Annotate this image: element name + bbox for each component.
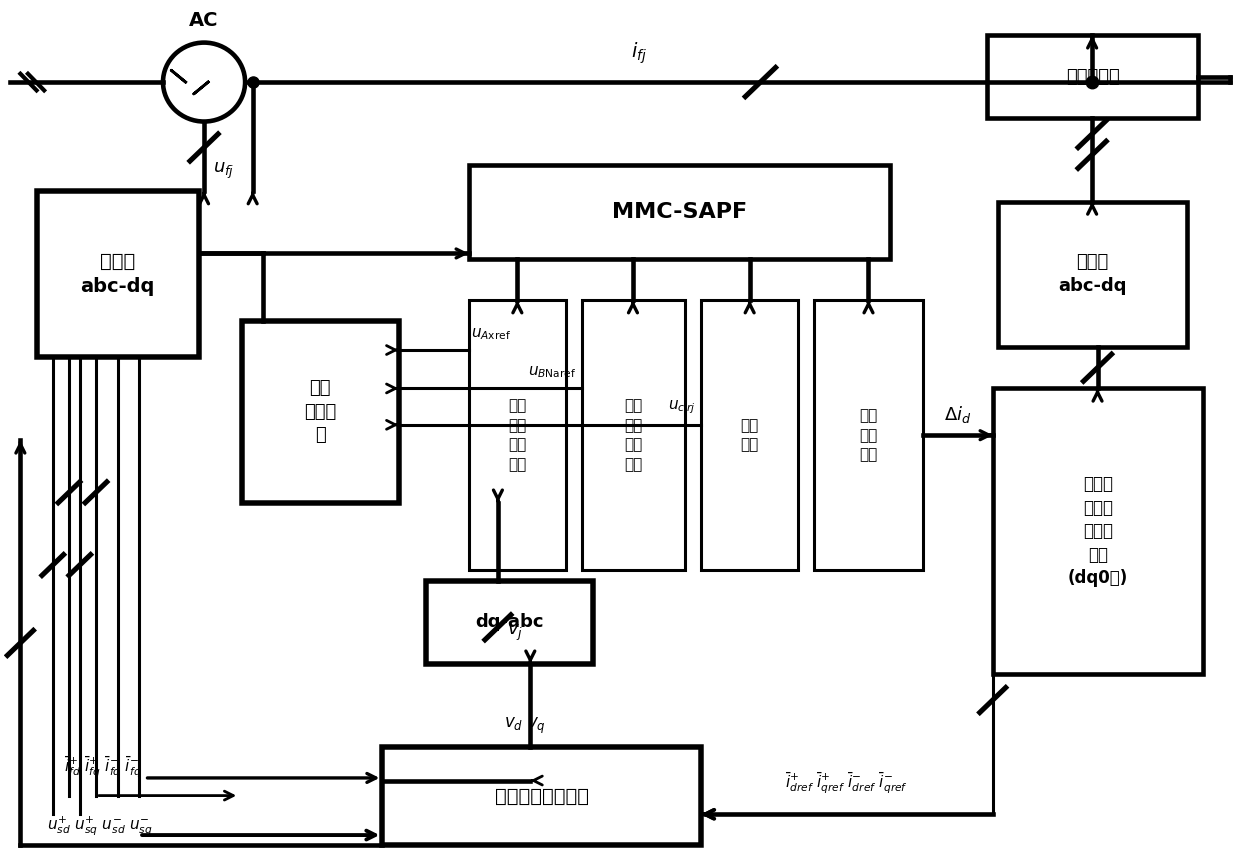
Text: $i_{fj}$: $i_{fj}$ xyxy=(631,41,647,66)
Bar xyxy=(701,300,799,570)
Text: $\bar{i}_{fd}^{+}\ \bar{i}_{fq}^{+}\ \bar{i}_{fd}^{-}\ \bar{i}_{fq}^{-}$: $\bar{i}_{fd}^{+}\ \bar{i}_{fq}^{+}\ \ba… xyxy=(63,755,141,780)
Text: 正负序
abc-dq: 正负序 abc-dq xyxy=(81,252,155,296)
Bar xyxy=(998,201,1187,347)
Text: 载波
移相调
制: 载波 移相调 制 xyxy=(304,379,336,445)
Text: 电压
外环
控制: 电压 外环 控制 xyxy=(859,408,878,463)
Bar xyxy=(987,35,1198,119)
Text: $\bar{i}_{dref}^{+}\ \bar{i}_{qref}^{+}\ \bar{i}_{dref}^{-}\ \bar{i}_{qref}^{-}$: $\bar{i}_{dref}^{+}\ \bar{i}_{qref}^{+}\… xyxy=(785,770,909,796)
Bar xyxy=(469,300,565,570)
Bar xyxy=(583,300,684,570)
Text: $u_{sd}^{+}\ u_{sq}^{+}\ u_{sd}^{-}\ u_{sq}^{-}$: $u_{sd}^{+}\ u_{sq}^{+}\ u_{sd}^{-}\ u_{… xyxy=(47,814,154,838)
Bar xyxy=(382,746,701,845)
Bar xyxy=(469,165,890,259)
Bar xyxy=(993,389,1204,674)
Text: 正负序无源控制器: 正负序无源控制器 xyxy=(495,787,589,806)
Text: $v_d\ v_q$: $v_d\ v_q$ xyxy=(503,716,546,736)
Bar xyxy=(425,580,593,664)
Text: $u_{A\rm{xref}}$: $u_{A\rm{xref}}$ xyxy=(471,326,511,341)
Text: $v_j$: $v_j$ xyxy=(507,623,523,642)
Text: $\Delta i_d$: $\Delta i_d$ xyxy=(944,404,971,425)
Text: $u_{cirj}$: $u_{cirj}$ xyxy=(668,399,696,416)
Text: AC: AC xyxy=(190,11,218,30)
Text: 正负序
abc-dq: 正负序 abc-dq xyxy=(1059,254,1127,295)
Bar xyxy=(242,321,398,503)
Bar xyxy=(36,191,198,357)
Text: dq-abc: dq-abc xyxy=(475,613,543,631)
Text: 非线性负载: 非线性负载 xyxy=(1066,68,1120,86)
Text: $u_{fj}$: $u_{fj}$ xyxy=(213,161,234,181)
Text: 正序谐
波与负
序电流
提取
(dq0法): 正序谐 波与负 序电流 提取 (dq0法) xyxy=(1068,475,1128,587)
Text: 平均
电容
电压
控制: 平均 电容 电压 控制 xyxy=(508,398,527,472)
Bar xyxy=(815,300,923,570)
Text: $u_{B\rm{Naref}}$: $u_{B\rm{Naref}}$ xyxy=(528,365,577,380)
Text: 电容
电压
均衡
控制: 电容 电压 均衡 控制 xyxy=(625,398,642,472)
Text: MMC-SAPF: MMC-SAPF xyxy=(611,202,746,222)
Text: 环流
控制: 环流 控制 xyxy=(740,418,759,452)
